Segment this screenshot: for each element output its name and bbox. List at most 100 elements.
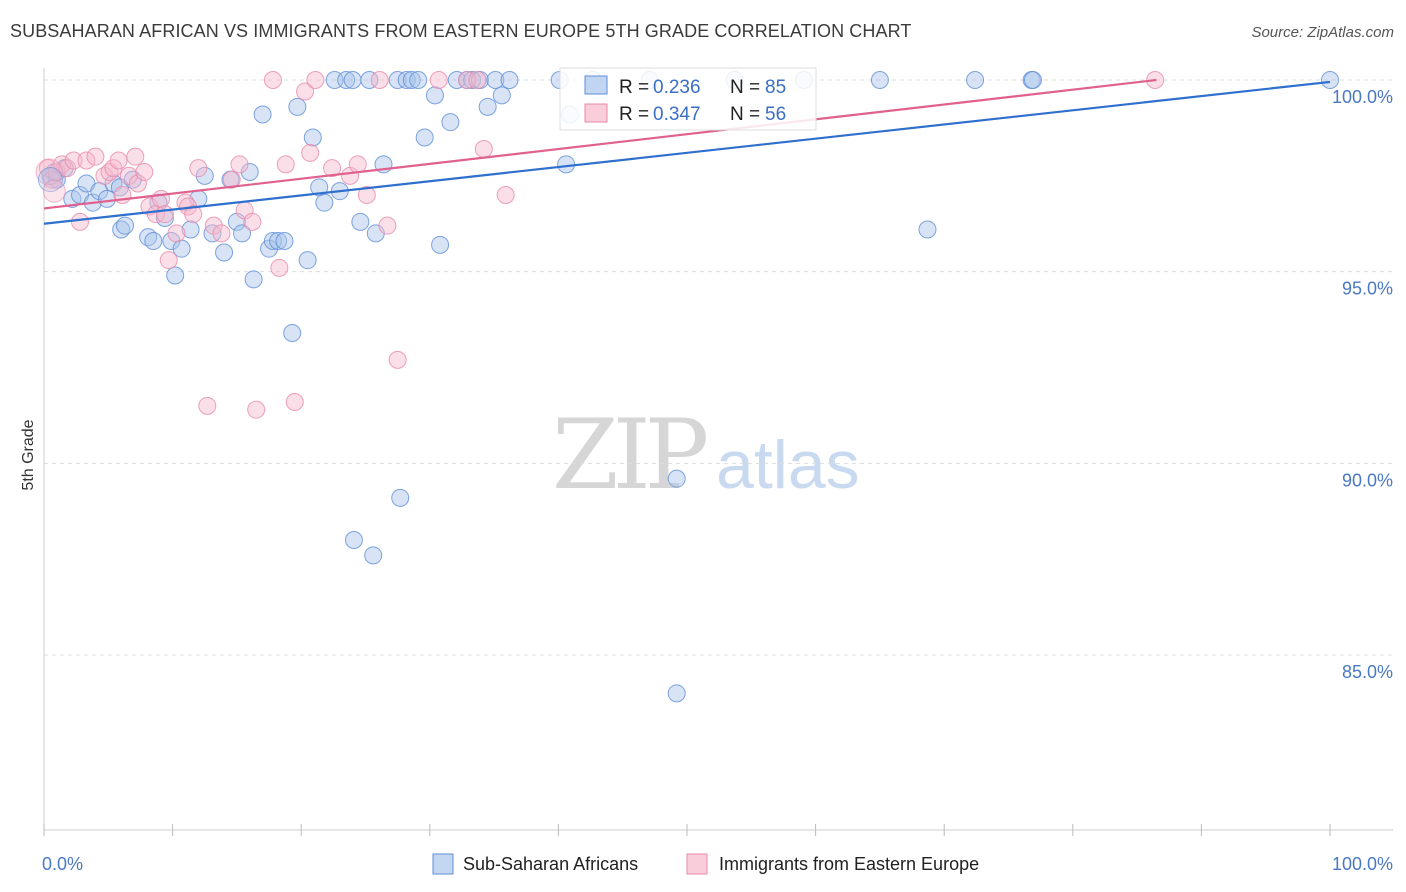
stats-n-value-pink: 56 bbox=[765, 104, 786, 125]
y-tick-label: 95.0% bbox=[1342, 279, 1393, 299]
data-point-blue bbox=[425, 86, 444, 105]
data-point-blue bbox=[388, 71, 407, 89]
data-point-blue bbox=[98, 189, 117, 208]
data-point-blue bbox=[195, 166, 214, 185]
data-point-pink bbox=[378, 216, 397, 235]
data-point-blue bbox=[337, 71, 356, 89]
data-point-pink bbox=[159, 251, 178, 270]
data-point-pink bbox=[42, 179, 66, 203]
data-point-pink bbox=[135, 163, 154, 181]
data-point-pink bbox=[276, 155, 295, 174]
y-tick-label: 90.0% bbox=[1342, 470, 1393, 490]
stats-n-label-blue: N = bbox=[730, 77, 765, 98]
data-point-blue bbox=[478, 97, 497, 116]
data-point-blue bbox=[492, 86, 511, 105]
data-point-pink bbox=[496, 186, 515, 204]
data-point-pink bbox=[212, 224, 231, 243]
data-point-pink bbox=[247, 400, 266, 419]
data-point-pink bbox=[306, 71, 325, 89]
watermark: ZIP atlas bbox=[552, 399, 860, 511]
data-point-pink bbox=[77, 151, 96, 170]
legend-label-eastern-europe: Immigrants from Eastern Europe bbox=[719, 854, 979, 874]
legend-label-sub-saharan: Sub-Saharan Africans bbox=[463, 854, 638, 874]
data-point-blue bbox=[343, 71, 362, 89]
data-point-pink bbox=[388, 350, 407, 369]
stats-r-label-blue: R = bbox=[619, 77, 654, 98]
data-point-blue bbox=[557, 155, 576, 174]
chart-title: SUBSAHARAN AFRICAN VS IMMIGRANTS FROM EA… bbox=[10, 21, 912, 41]
data-point-blue bbox=[116, 216, 135, 235]
data-point-blue bbox=[447, 71, 466, 89]
data-point-blue bbox=[315, 193, 334, 212]
data-point-blue bbox=[441, 113, 460, 132]
legend-item-eastern-europe[interactable]: Immigrants from Eastern Europe bbox=[686, 853, 979, 875]
stats-swatch-pink bbox=[584, 103, 608, 123]
trend-lines bbox=[43, 78, 1331, 225]
data-point-pink bbox=[348, 155, 367, 174]
data-point-pink bbox=[285, 393, 304, 411]
data-point-blue bbox=[402, 71, 421, 89]
y-tick-labels: 85.0% 90.0% 95.0% 100.0% bbox=[1332, 87, 1393, 682]
data-point-blue bbox=[667, 469, 686, 488]
legend: Sub-Saharan Africans Immigrants from Eas… bbox=[432, 853, 979, 875]
data-point-blue bbox=[415, 128, 434, 147]
data-point-pink bbox=[119, 166, 138, 185]
data-point-blue bbox=[364, 546, 383, 565]
data-point-pink bbox=[263, 71, 282, 89]
data-point-pink bbox=[155, 205, 174, 224]
data-point-pink bbox=[357, 186, 376, 204]
data-point-blue bbox=[253, 105, 272, 124]
data-point-blue bbox=[181, 220, 200, 239]
stats-r-value-pink: 0.347 bbox=[653, 104, 701, 125]
stats-n-label-pink: N = bbox=[730, 104, 765, 125]
data-point-pink bbox=[270, 258, 289, 277]
data-point-pink bbox=[152, 189, 171, 208]
legend-item-sub-saharan[interactable]: Sub-Saharan Africans bbox=[432, 853, 638, 875]
data-points bbox=[35, 71, 1339, 703]
data-point-pink bbox=[198, 396, 217, 415]
data-point-blue bbox=[1321, 71, 1339, 89]
data-point-blue bbox=[966, 71, 985, 89]
watermark-atlas: atlas bbox=[716, 427, 860, 503]
data-point-blue bbox=[215, 243, 234, 262]
data-point-blue bbox=[288, 97, 307, 116]
data-point-pink bbox=[71, 212, 90, 231]
data-point-pink bbox=[458, 71, 477, 89]
data-point-blue bbox=[269, 232, 288, 250]
data-point-blue bbox=[431, 235, 450, 254]
data-point-blue bbox=[870, 71, 889, 89]
data-point-pink bbox=[222, 170, 241, 189]
data-point-blue bbox=[298, 251, 317, 270]
data-point-pink bbox=[296, 82, 315, 101]
data-point-pink bbox=[474, 140, 493, 158]
data-point-blue bbox=[144, 232, 163, 250]
data-point-blue bbox=[166, 266, 185, 285]
stats-r-value-blue: 0.236 bbox=[653, 77, 701, 98]
y-tick-label: 100.0% bbox=[1332, 87, 1393, 107]
data-point-blue bbox=[409, 71, 428, 89]
data-point-blue bbox=[233, 224, 252, 243]
data-point-blue bbox=[500, 71, 519, 89]
data-point-pink bbox=[58, 159, 77, 178]
data-point-pink bbox=[109, 151, 128, 170]
data-point-pink bbox=[128, 174, 147, 193]
data-point-blue bbox=[486, 71, 505, 89]
stats-n-value-blue: 85 bbox=[765, 77, 786, 98]
data-point-blue bbox=[351, 212, 370, 231]
data-point-blue bbox=[1023, 71, 1042, 89]
data-point-pink bbox=[189, 159, 208, 178]
trend-line-blue bbox=[43, 80, 1331, 225]
data-point-pink bbox=[184, 205, 203, 224]
data-point-blue bbox=[360, 71, 379, 89]
y-tick-label: 85.0% bbox=[1342, 662, 1393, 682]
data-point-blue bbox=[344, 531, 363, 549]
stats-r-label-pink: R = bbox=[619, 104, 654, 125]
data-point-pink bbox=[301, 143, 320, 162]
data-point-pink bbox=[204, 216, 223, 235]
data-point-pink bbox=[370, 71, 389, 89]
data-point-blue bbox=[303, 128, 322, 147]
data-point-blue bbox=[918, 220, 937, 239]
x-tick-label: 100.0% bbox=[1332, 854, 1393, 874]
data-point-blue bbox=[203, 224, 222, 243]
